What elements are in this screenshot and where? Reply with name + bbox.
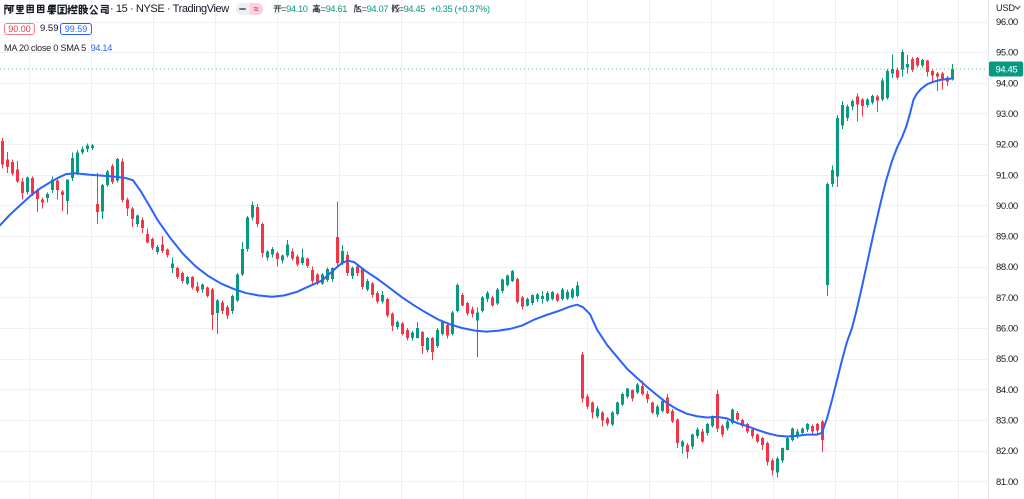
svg-text:94.45: 94.45 — [996, 65, 1018, 76]
svg-text:91.00: 91.00 — [996, 170, 1018, 181]
svg-text:94.00: 94.00 — [996, 78, 1018, 89]
svg-text:USD: USD — [996, 3, 1016, 13]
svg-text:86.00: 86.00 — [996, 324, 1018, 335]
svg-text:95.00: 95.00 — [996, 48, 1018, 59]
svg-text:84.00: 84.00 — [996, 385, 1018, 396]
svg-text:89.00: 89.00 — [996, 232, 1018, 243]
svg-text:96.00: 96.00 — [996, 17, 1018, 28]
svg-text:87.00: 87.00 — [996, 293, 1018, 304]
svg-text:92.00: 92.00 — [996, 140, 1018, 151]
svg-text:82.00: 82.00 — [996, 446, 1018, 457]
svg-text:81.00: 81.00 — [996, 477, 1018, 488]
svg-text:83.00: 83.00 — [996, 415, 1018, 426]
svg-text:90.00: 90.00 — [996, 201, 1018, 212]
svg-text:85.00: 85.00 — [996, 354, 1018, 365]
svg-text:88.00: 88.00 — [996, 262, 1018, 273]
svg-text:93.00: 93.00 — [996, 109, 1018, 120]
